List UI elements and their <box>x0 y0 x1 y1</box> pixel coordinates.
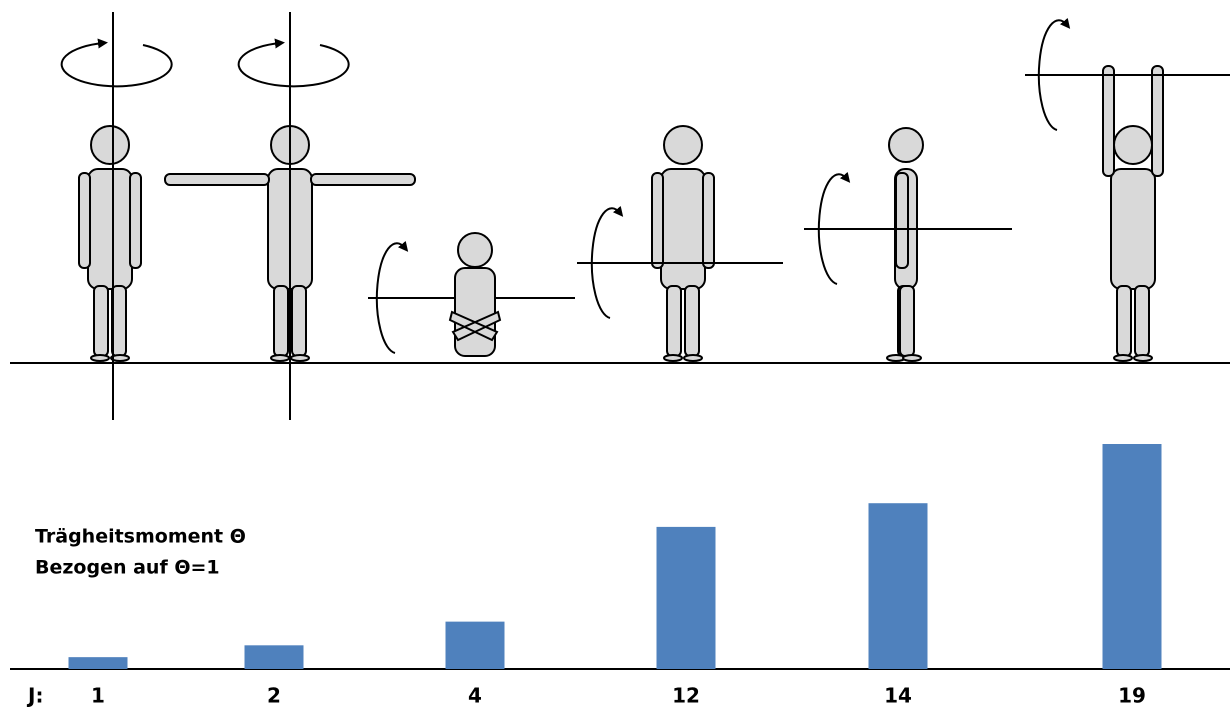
foot <box>271 355 289 361</box>
torso <box>661 169 705 289</box>
leg <box>685 286 699 356</box>
value-label: 19 <box>1118 684 1146 708</box>
figure: Trägheitsmoment Θ Bezogen auf Θ=1 J: 124… <box>0 0 1230 709</box>
bar <box>446 622 505 669</box>
bar <box>657 527 716 669</box>
value-label: 2 <box>267 684 281 708</box>
leg <box>1135 286 1149 356</box>
chart-subtitle: Bezogen auf Θ=1 <box>35 557 220 579</box>
torso <box>88 169 132 289</box>
label-prefix: J: <box>26 684 43 708</box>
bar <box>869 503 928 669</box>
value-label: 14 <box>884 684 912 708</box>
foot <box>1134 355 1152 361</box>
value-label: 12 <box>672 684 700 708</box>
head <box>889 128 923 162</box>
torso <box>1111 169 1155 289</box>
arm <box>165 174 269 185</box>
arm <box>1103 66 1114 176</box>
head <box>1114 126 1152 164</box>
chart-title: Trägheitsmoment Θ <box>35 526 246 548</box>
bar <box>69 657 128 669</box>
foot <box>903 355 921 361</box>
head <box>458 233 492 267</box>
bar <box>1103 444 1162 669</box>
foot <box>664 355 682 361</box>
foot <box>684 355 702 361</box>
foot <box>291 355 309 361</box>
figures <box>62 12 1230 420</box>
value-label: 1 <box>91 684 105 708</box>
leg <box>94 286 108 356</box>
leg <box>112 286 126 356</box>
leg <box>900 286 914 356</box>
arm <box>311 174 415 185</box>
foot <box>1114 355 1132 361</box>
bar <box>245 645 304 669</box>
arm <box>703 173 714 268</box>
arm <box>896 173 908 268</box>
arm <box>1152 66 1163 176</box>
leg <box>1117 286 1131 356</box>
head <box>91 126 129 164</box>
arm <box>79 173 90 268</box>
leg <box>292 286 306 356</box>
value-label: 4 <box>468 684 482 708</box>
head <box>664 126 702 164</box>
leg <box>274 286 288 356</box>
rotation-arrow <box>239 43 349 86</box>
torso <box>455 268 495 356</box>
foot <box>91 355 109 361</box>
arm <box>130 173 141 268</box>
arm <box>652 173 663 268</box>
leg <box>667 286 681 356</box>
rotation-arrow <box>62 43 172 86</box>
